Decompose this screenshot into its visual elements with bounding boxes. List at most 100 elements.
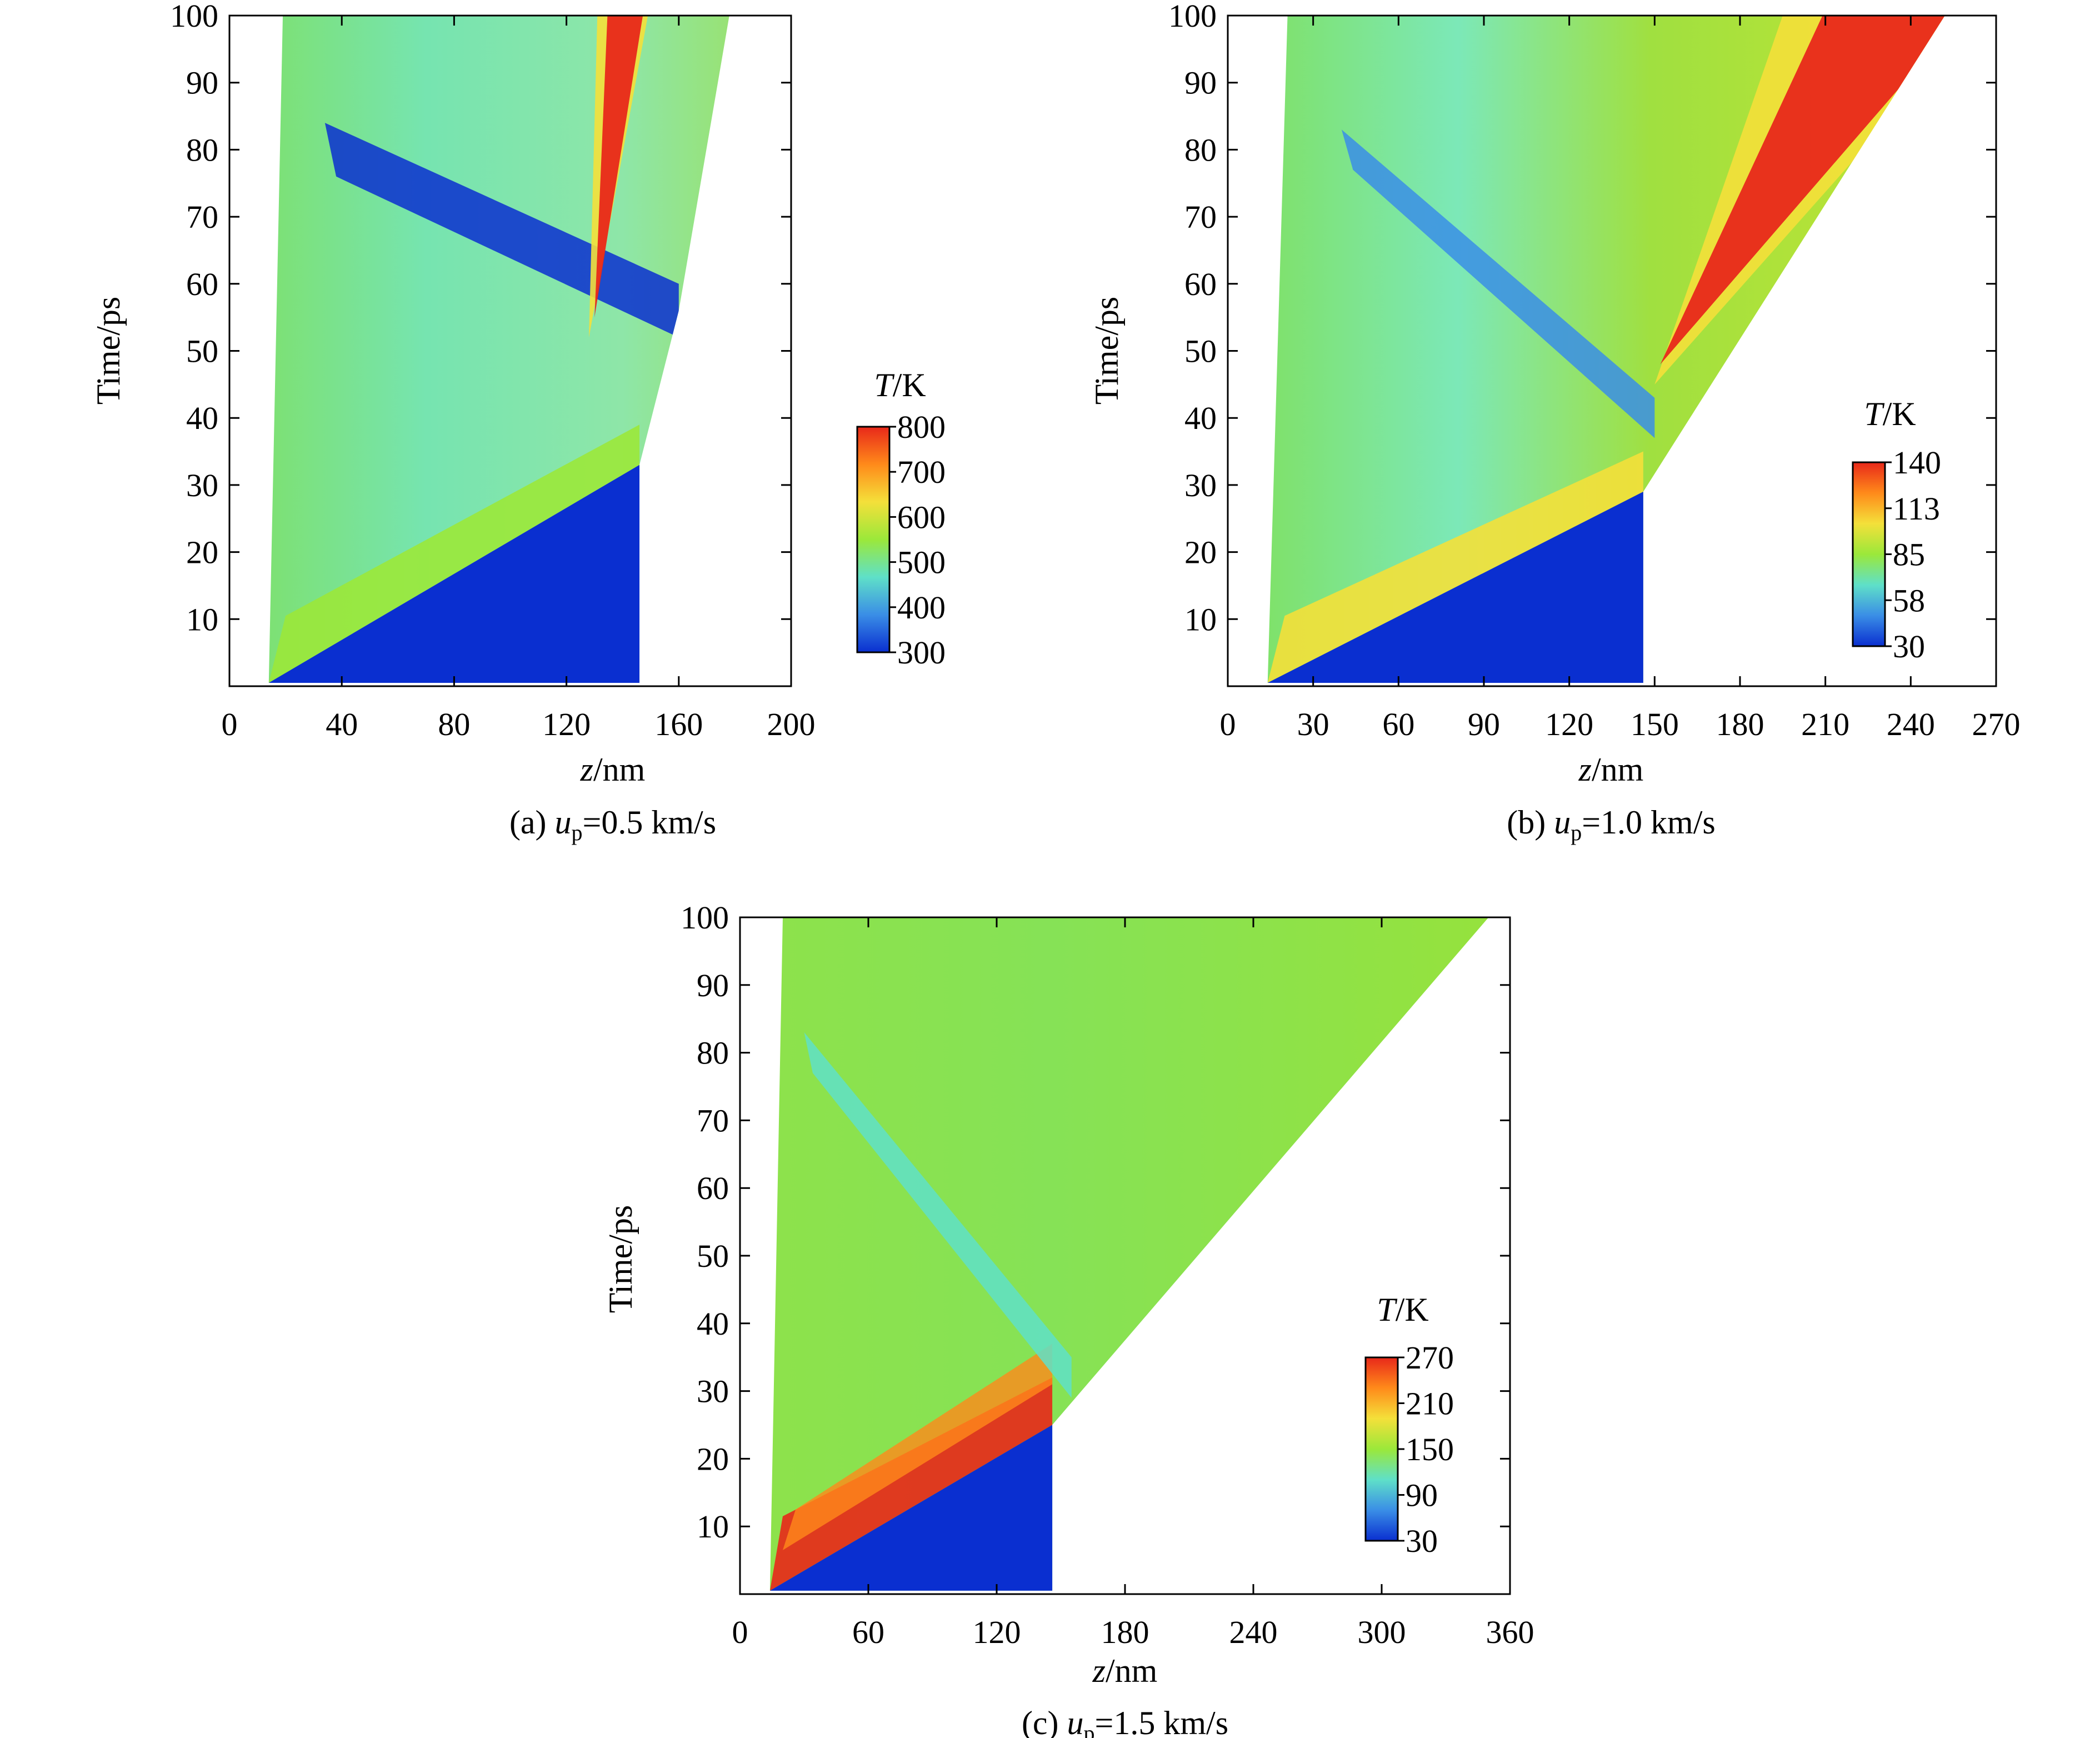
x-tick-label: 30: [1297, 706, 1329, 742]
x-tick-label: 120: [1545, 706, 1593, 742]
colorbar-label: T/K: [1377, 1291, 1428, 1328]
colorbar: [1364, 1356, 1399, 1542]
colorbar-tick-label: 600: [897, 499, 946, 535]
y-tick-label: 50: [1184, 333, 1217, 369]
y-tick-label: 100: [1168, 0, 1217, 34]
x-tick-label: 360: [1486, 1614, 1534, 1650]
colorbar-tick-label: 270: [1406, 1340, 1454, 1376]
y-tick-label: 80: [697, 1035, 729, 1071]
x-tick-label: 0: [732, 1614, 748, 1650]
y-tick-label: 80: [1184, 132, 1217, 168]
colorbar-tick-label: 113: [1893, 491, 1940, 527]
colorbar: [856, 426, 891, 653]
colorbar-tick-label: 30: [1406, 1523, 1438, 1559]
tension-zone: [1341, 129, 1655, 438]
x-tick-label: 270: [1972, 706, 2021, 742]
x-tick-label: 210: [1801, 706, 1849, 742]
x-tick-label: 60: [852, 1614, 884, 1650]
y-tick-label: 70: [1184, 199, 1217, 235]
x-tick-label: 240: [1229, 1614, 1278, 1650]
y-tick-label: 60: [186, 266, 218, 302]
y-tick-label: 70: [186, 199, 218, 235]
y-tick-label: 70: [697, 1102, 729, 1138]
colorbar-tick-label: 500: [897, 545, 946, 581]
y-tick-label: 60: [1184, 266, 1217, 302]
y-tick-label: 10: [186, 601, 218, 637]
colorbar-tick-label: 85: [1893, 537, 1925, 573]
x-tick-label: 0: [1220, 706, 1236, 742]
y-axis-label: Time/ps: [90, 297, 127, 405]
y-tick-label: 20: [697, 1441, 729, 1477]
panel-caption: (b) up=1.0 km/s: [1507, 804, 1716, 845]
unshocked-region: [268, 465, 640, 683]
shock-front-band: [769, 1377, 1053, 1591]
unshocked-region: [769, 1425, 1053, 1591]
shock-front-band-outer: [783, 1344, 1053, 1550]
spall-zone-core: [594, 16, 643, 318]
y-tick-label: 90: [697, 967, 729, 1003]
x-axis-label: z/nm: [580, 751, 646, 788]
x-tick-label: 240: [1887, 706, 1935, 742]
x-axis-label: z/nm: [1092, 1652, 1158, 1689]
tension-zone: [804, 1032, 1072, 1398]
x-tick-label: 300: [1358, 1614, 1406, 1650]
colorbar-label: T/K: [874, 367, 926, 403]
x-tick-label: 120: [973, 1614, 1021, 1650]
y-tick-label: 90: [1184, 65, 1217, 101]
colorbar-tick-label: 700: [897, 454, 946, 490]
y-tick-label: 20: [1184, 535, 1217, 571]
y-tick-label: 50: [186, 333, 218, 369]
x-axis-label: z/nm: [1578, 751, 1644, 788]
x-tick-label: 200: [767, 706, 816, 742]
colorbar-tick-label: 30: [1893, 628, 1925, 665]
y-tick-label: 90: [186, 65, 218, 101]
colorbar-tick-label: 400: [897, 590, 946, 626]
x-tick-label: 40: [326, 706, 358, 742]
unshocked-region: [1267, 491, 1643, 683]
colorbar-tick-label: 300: [897, 635, 946, 671]
y-axis-label: Time/ps: [1088, 297, 1125, 405]
y-axis-label: Time/ps: [602, 1205, 639, 1314]
y-tick-label: 20: [186, 535, 218, 571]
colorbar-label: T/K: [1864, 396, 1916, 432]
x-tick-label: 180: [1716, 706, 1764, 742]
tension-zone: [324, 123, 679, 338]
y-tick-label: 30: [186, 467, 218, 503]
y-tick-label: 40: [697, 1306, 729, 1342]
x-tick-label: 120: [542, 706, 591, 742]
colorbar-tick-label: 58: [1893, 582, 1925, 618]
y-tick-label: 30: [697, 1374, 729, 1410]
colorbar-tick-label: 150: [1406, 1431, 1454, 1467]
y-tick-label: 100: [681, 900, 729, 936]
shock-front-band: [1267, 451, 1643, 683]
y-tick-label: 10: [1184, 601, 1217, 637]
chart-panel-b: 0 30 60 90 120 150 180 210 240 270 10 20 30 40 50 60 70 8…: [1088, 0, 2021, 845]
panel-caption: (c) up=1.5 km/s: [1022, 1705, 1228, 1738]
y-tick-label: 80: [186, 132, 218, 168]
chart-panel-c: 0 60 120 180 240 300 360 10 20 30 40 50 60 70 80 90 100 z…: [602, 900, 1534, 1738]
y-tick-label: 10: [697, 1509, 729, 1545]
y-tick-label: 40: [186, 400, 218, 436]
spall-zone-core: [1660, 16, 1945, 364]
colorbar: [1852, 461, 1886, 647]
y-tick-label: 50: [697, 1238, 729, 1274]
chart-panel-a: 0 40 80 120 160 200 10 20 30 40 50 60 70 80 90 100 z/nm T…: [90, 0, 946, 845]
x-tick-label: 180: [1101, 1614, 1149, 1650]
panel-caption: (a) up=0.5 km/s: [509, 804, 716, 845]
y-tick-label: 40: [1184, 400, 1217, 436]
y-tick-label: 100: [170, 0, 218, 34]
colorbar-tick-label: 210: [1406, 1386, 1454, 1422]
colorbar-tick-label: 140: [1893, 445, 1941, 481]
y-tick-label: 60: [697, 1170, 729, 1206]
y-tick-label: 30: [1184, 467, 1217, 503]
x-tick-label: 0: [222, 706, 238, 742]
x-tick-label: 80: [438, 706, 470, 742]
x-tick-label: 90: [1468, 706, 1500, 742]
x-tick-label: 60: [1382, 706, 1414, 742]
x-tick-label: 150: [1631, 706, 1679, 742]
colorbar-tick-label: 800: [897, 409, 946, 445]
x-tick-label: 160: [654, 706, 703, 742]
colorbar-tick-label: 90: [1406, 1477, 1438, 1514]
shock-front-band: [268, 424, 640, 683]
